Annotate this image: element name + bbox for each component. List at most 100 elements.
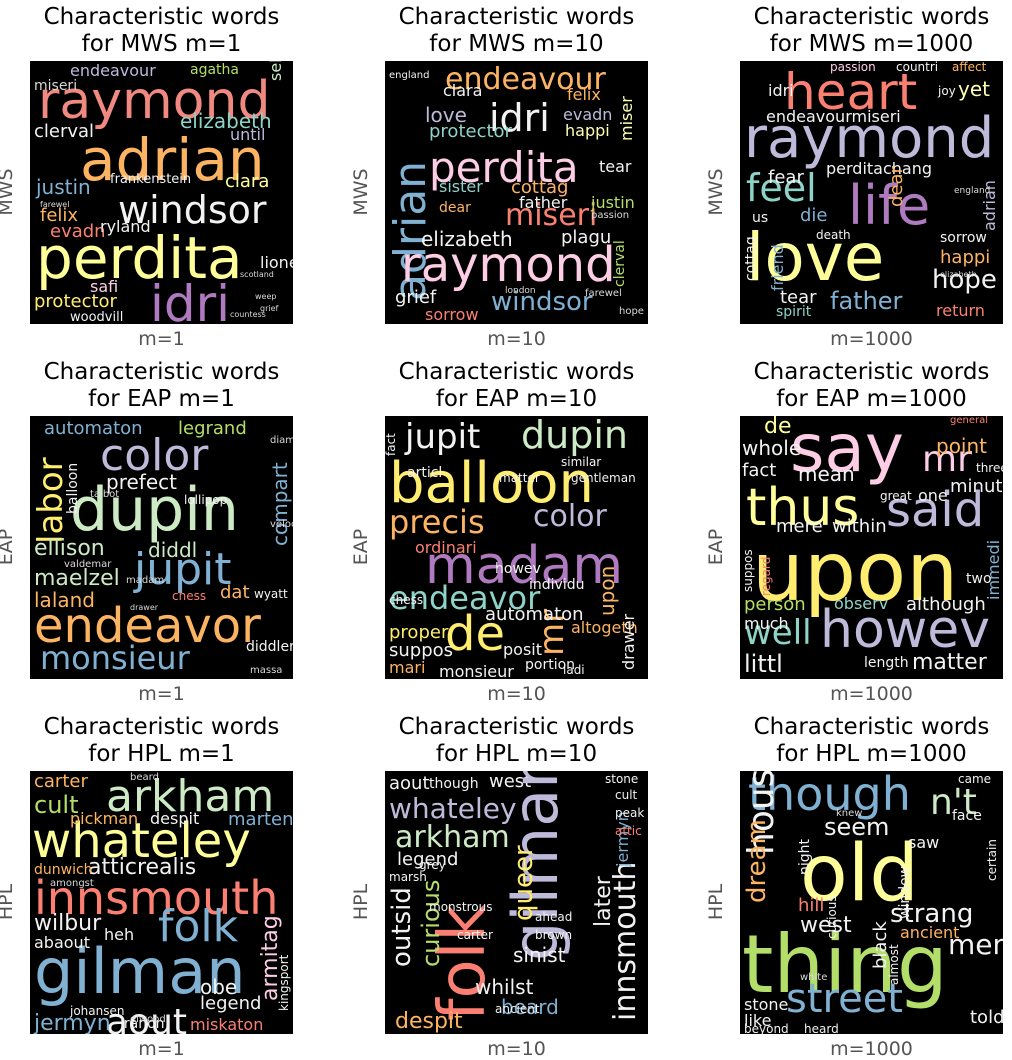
panel-title: Characteristic words for MWS m=10 [398, 4, 635, 57]
cloud-word: innsmouth [34, 871, 279, 925]
cloud-word: grief [260, 304, 279, 313]
cloud-word: color [100, 430, 209, 481]
cloud-word: littl [744, 650, 783, 678]
cloud-word: madam [126, 575, 165, 586]
cloud-word: hope [619, 306, 644, 317]
cloud-word: howev [495, 561, 541, 577]
cloud-word: upon [595, 565, 619, 616]
cloud-word: monsieur [40, 639, 190, 677]
cloud-word: later [591, 876, 616, 927]
wordcloud: raymond adrian perdita windsor idri elizabeth… [30, 61, 293, 324]
panel-title: Characteristic words for EAP m=10 [398, 359, 635, 412]
cloud-word: drawer [130, 603, 159, 612]
cloud-word: proper [389, 622, 449, 643]
cloud-word: person [744, 594, 806, 615]
cloud-word: farewel [585, 288, 622, 299]
cloud-word: passion [591, 210, 630, 221]
cloud-word: pickman [70, 809, 139, 828]
cloud-word: veloc [270, 519, 293, 530]
cloud-word: much [744, 614, 789, 633]
panel-title: Characteristic words for HPL m=10 [398, 714, 635, 767]
cloud-word: dear [439, 200, 471, 216]
cloud-word: diddl [148, 538, 198, 562]
cloud-word: legend [200, 993, 262, 1014]
cloud-word: love [425, 103, 467, 127]
cloud-word: raymond [744, 106, 995, 171]
cloud-word: protector [429, 121, 512, 142]
cloud-word: wyatt [254, 587, 288, 601]
cloud-word: friend [768, 244, 787, 291]
cloud-word: frankenstein [110, 172, 192, 187]
cloud-word: dupin [521, 416, 628, 457]
cloud-word: though [429, 776, 479, 792]
wordcloud: heart raymond life love feel father hope endeav… [740, 61, 1003, 324]
cloud-word: miseri [34, 78, 78, 94]
cloud-word: miskaton [190, 1015, 264, 1034]
cloud-word: until [230, 125, 266, 144]
cloud-word: whateley [32, 813, 251, 869]
cloud-word: windsor [491, 287, 593, 317]
cloud-word: scotland [240, 270, 274, 279]
cloud-word: grief [395, 287, 437, 308]
y-axis-label: EAP [0, 528, 17, 566]
cloud-word: precis [389, 503, 485, 541]
cloud-word: ladi [563, 663, 585, 677]
wordcloud: though n't old thing street strang hous dream se… [740, 771, 1003, 1034]
cloud-word: ryland [100, 217, 151, 236]
x-axis-label: m=1 [138, 1038, 185, 1060]
cloud-word: stone [605, 772, 639, 786]
cloud-word: diamet [270, 435, 293, 446]
cloud-word: agatha [190, 62, 239, 78]
panel-title: Characteristic words for HPL m=1000 [753, 714, 990, 767]
cloud-word: balloon [389, 451, 594, 516]
cloud-word: endeavor [34, 598, 261, 654]
cloud-word: selfish [266, 61, 285, 81]
cloud-word: dunwich [34, 862, 93, 878]
cloud-word: street [786, 976, 903, 1022]
cloud-word: dat [220, 582, 250, 603]
cloud-word: adrian [80, 126, 265, 194]
cloud-word: endeavour [445, 62, 606, 97]
cloud-word: windsor [118, 188, 267, 232]
cloud-word: said [886, 482, 985, 538]
cloud-word: idri [489, 96, 550, 140]
cloud-word: length [864, 655, 909, 671]
cloud-word: altogeth [571, 618, 638, 637]
cloud-word: return [936, 301, 985, 320]
cloud-word: cult [34, 791, 79, 819]
cloud-word: thing [742, 918, 948, 1011]
cloud-word: balloon [65, 462, 81, 514]
cloud-word: heard [804, 1022, 839, 1034]
cloud-word: matter [912, 650, 987, 675]
cloud-word: endeavor [389, 579, 541, 617]
cloud-word: portion [525, 657, 576, 673]
cloud-word: hope [932, 265, 997, 295]
cloud-word: beard [501, 995, 559, 1019]
cloud-word: feel [746, 166, 817, 210]
cloud-word: compart [268, 462, 292, 546]
cloud-word: endeavour [70, 61, 156, 80]
y-axis-label: MWS [0, 168, 17, 216]
cloud-word: miser [617, 96, 636, 141]
cloud-word: clara [225, 171, 270, 192]
cloud-word: england [954, 186, 991, 196]
cloud-word: peak [615, 806, 645, 820]
cloud-word: observ [834, 594, 889, 613]
cloud-word: brown [535, 928, 573, 942]
cloud-word: kingsport [277, 954, 291, 1011]
cloud-word: london [505, 286, 536, 296]
cloud-word: mari [389, 658, 426, 677]
cloud-word: labor [31, 457, 71, 544]
cloud-word: spirit [776, 304, 812, 320]
cloud-word: west [489, 771, 532, 792]
cloud-word: attic [615, 824, 642, 838]
cloud-word: gilman [34, 935, 246, 1008]
y-axis-label: MWS [705, 168, 727, 216]
cloud-word: outsid [387, 887, 417, 967]
cloud-word: monstrous [429, 900, 493, 914]
cloud-word: jupit [405, 417, 481, 457]
cloud-word: evadn [563, 105, 613, 124]
cloud-word: certain [985, 839, 999, 881]
cloud-word: immedi [984, 539, 1003, 600]
cloud-word: diddler [246, 639, 293, 655]
